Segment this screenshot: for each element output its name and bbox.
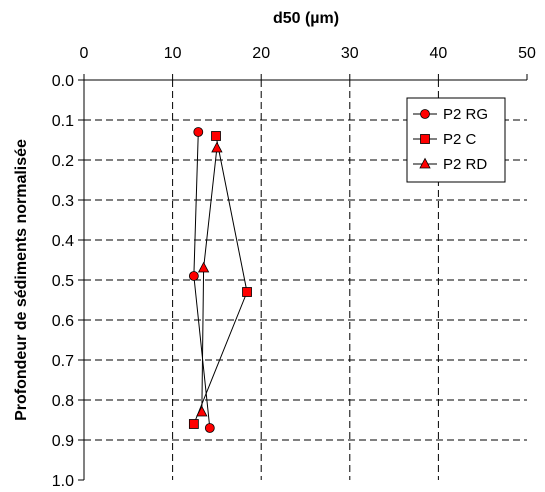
- legend-label: P2 RD: [443, 156, 487, 173]
- y-tick-label: 0.3: [52, 193, 74, 210]
- y-tick-label: 0.6: [52, 313, 74, 330]
- data-point: [196, 405, 208, 417]
- data-point: [197, 261, 210, 273]
- legend: P2 RG P2 C P2 RD: [406, 97, 506, 183]
- axes: 0.0 0.1 0.2 0.3 0.4 0.5 0.6 0.7 0.8 0.9 1.0 0 10 20 30…: [52, 45, 536, 490]
- x-tick-label: 50: [518, 45, 536, 62]
- series-triangle: [196, 141, 223, 417]
- legend-label: P2 C: [443, 131, 477, 148]
- y-tick-label: 0.2: [52, 153, 74, 170]
- y-tick-label: 0.7: [52, 353, 74, 370]
- data-point: [242, 287, 252, 297]
- x-tick-label: 30: [341, 45, 359, 62]
- series-circle: [188, 127, 215, 433]
- series-group: [188, 127, 252, 433]
- legend-item: P2 C: [413, 131, 477, 148]
- legend-marker: [420, 134, 430, 144]
- legend-marker: [419, 157, 431, 169]
- y-tick-label: 0.1: [52, 113, 74, 130]
- data-point: [204, 423, 215, 433]
- x-tick-label: 0: [80, 45, 89, 62]
- legend-item: P2 RG: [413, 106, 488, 123]
- legend-item: P2 RD: [413, 156, 487, 173]
- y-tick-label: 0.9: [52, 433, 74, 450]
- legend-marker: [420, 109, 430, 119]
- x-tick-label: 10: [164, 45, 182, 62]
- y-tick-label: 0.8: [52, 393, 74, 410]
- series-square: [188, 131, 252, 429]
- legend-label: P2 RG: [443, 106, 488, 123]
- y-tick-label: 0.0: [52, 73, 74, 90]
- data-point: [188, 271, 199, 281]
- data-point: [188, 419, 199, 429]
- y-tick-label: 1.0: [52, 473, 74, 490]
- y-axis-title: Profondeur de sédiments normalisée: [13, 139, 30, 421]
- x-axis-title: d50 (µm): [273, 10, 339, 27]
- data-point: [211, 141, 223, 153]
- x-tick-label: 20: [252, 45, 270, 62]
- y-tick-label: 0.4: [52, 233, 74, 250]
- data-point: [193, 127, 204, 137]
- x-tick-label: 40: [430, 45, 448, 62]
- y-tick-label: 0.5: [52, 273, 74, 290]
- data-point: [211, 131, 221, 141]
